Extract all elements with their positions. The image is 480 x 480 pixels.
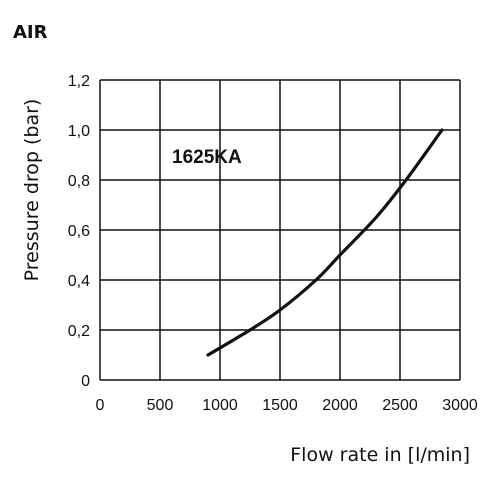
x-tick-label: 0 [96, 397, 105, 414]
series-label-1625ka: 1625KA [172, 147, 242, 168]
x-tick-label: 3000 [442, 397, 478, 414]
x-tick-label: 1000 [202, 397, 238, 414]
y-tick-label: 1,2 [68, 73, 90, 90]
x-tick-label: 2500 [382, 397, 418, 414]
y-tick-label: 0 [81, 373, 90, 390]
grid [99, 79, 461, 381]
x-axis-title: Flow rate in [l/min] [290, 444, 470, 466]
x-tick-label: 500 [147, 397, 174, 414]
y-axis-title: Pressure drop (bar) [21, 99, 43, 282]
y-tick-label: 0,2 [68, 323, 90, 340]
series-lines [206, 128, 444, 357]
y-tick-label: 0,6 [68, 223, 90, 240]
y-tick-label: 1,0 [68, 123, 90, 140]
tick-labels: 0 500 1000 1500 2000 2500 3000 0 0,2 0,4 0,6 0,8 1,0… [68, 73, 478, 414]
x-tick-label: 2000 [322, 397, 358, 414]
y-tick-label: 0,4 [68, 273, 90, 290]
series-line-1625ka [206, 128, 444, 357]
chart-header-title: AIR [13, 22, 48, 43]
y-tick-label: 0,8 [68, 173, 90, 190]
x-tick-label: 1500 [262, 397, 298, 414]
